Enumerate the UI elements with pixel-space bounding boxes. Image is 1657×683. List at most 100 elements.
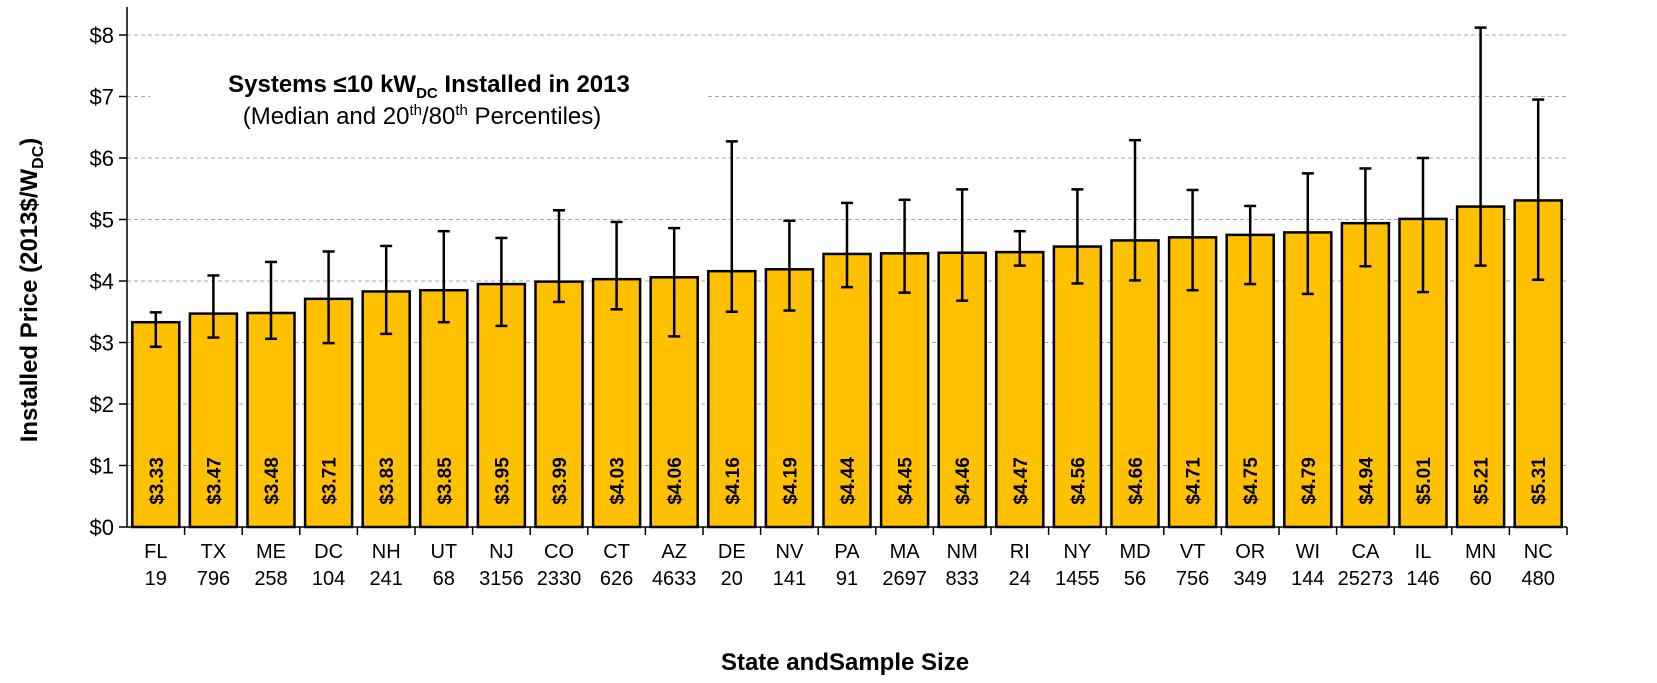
bar: [1052, 245, 1103, 529]
x-tick-label-state: MD: [1119, 541, 1150, 563]
y-tick-label: $0: [90, 515, 114, 540]
y-tick-label: $4: [90, 269, 114, 294]
x-tick-label-state: CO: [544, 541, 574, 563]
x-tick-label-sample-size: 2697: [882, 568, 927, 590]
x-tick-label-sample-size: 241: [370, 568, 403, 590]
y-axis-title-main: Installed Price (2013$/W: [16, 168, 43, 442]
x-tick-label-state: UT: [430, 541, 457, 563]
chart-subtitle-sup2: th: [455, 102, 468, 119]
chart-subtitle-post: Percentiles): [468, 103, 601, 130]
y-tick-label: $3: [90, 331, 114, 356]
x-tick-label-sample-size: 833: [946, 568, 979, 590]
x-tick-label-state: PA: [834, 541, 860, 563]
bar-value-label: $4.03: [608, 457, 629, 505]
x-tick-label-sample-size: 68: [433, 568, 455, 590]
y-tick-label: $2: [90, 392, 114, 417]
bar-value-label: $5.21: [1472, 457, 1493, 505]
x-tick-label-state: FL: [144, 541, 167, 563]
x-tick-label-sample-size: 104: [312, 568, 345, 590]
bar-value-label: $4.44: [838, 457, 859, 505]
x-tick-label-state: MA: [890, 541, 921, 563]
x-tick-label-sample-size: 480: [1522, 568, 1555, 590]
x-tick-label-state: AZ: [661, 541, 687, 563]
y-axis-title-subscript: DC: [30, 145, 47, 169]
x-tick-label-state: TX: [201, 541, 227, 563]
y-axis-title-close: ): [16, 138, 43, 146]
bar: [879, 252, 930, 529]
bar-value-label: $4.47: [1011, 457, 1032, 505]
bar-value-label: $5.01: [1414, 457, 1435, 505]
bar: [419, 288, 469, 529]
bar-value-label: $4.19: [780, 457, 801, 505]
x-tick-label-sample-size: 25273: [1338, 568, 1394, 590]
bar-value-label: $3.99: [550, 457, 571, 505]
x-tick-label-sample-size: 796: [197, 568, 230, 590]
x-tick-label-state: MN: [1465, 541, 1496, 563]
x-tick-labels: FL 19 TX 796 ME 258 DC 104 NH 241 UT 68 NJ 3156 CO 2330…: [144, 541, 1555, 590]
x-tick-label-sample-size: 349: [1234, 568, 1267, 590]
x-tick-label-sample-size: 3156: [479, 568, 524, 590]
x-tick-label-sample-size: 756: [1176, 568, 1209, 590]
x-tick-label-state: CA: [1352, 541, 1380, 563]
x-tick-label-sample-size: 146: [1406, 568, 1439, 590]
x-tick-label-state: DE: [718, 541, 746, 563]
bar-value-label: $3.71: [320, 457, 341, 505]
bar-value-label: $4.66: [1126, 457, 1147, 505]
chart-title-main: Systems ≤10 kW: [228, 71, 416, 98]
y-tick-label: $6: [90, 146, 114, 171]
bar-value-label: $4.79: [1299, 457, 1320, 505]
bar: [764, 268, 815, 529]
y-tick-label: $7: [90, 85, 114, 110]
bar: [591, 277, 642, 529]
y-tick-label: $5: [90, 208, 114, 233]
bar-value-label: $3.95: [492, 457, 513, 505]
x-tick-label-sample-size: 144: [1291, 568, 1324, 590]
chart-subtitle-pre: (Median and 20: [243, 103, 410, 130]
x-tick-label-sample-size: 626: [600, 568, 633, 590]
bar-value-label: $4.71: [1184, 457, 1205, 505]
chart-subtitle-sup1: th: [409, 102, 422, 119]
x-tick-label-sample-size: 20: [721, 568, 743, 590]
x-tick-label-sample-size: 258: [254, 568, 287, 590]
bar-value-label: $3.48: [262, 457, 283, 505]
bar: [131, 320, 181, 529]
bars: [131, 199, 1563, 529]
bar: [534, 280, 584, 529]
error-bars: $3.33 $3.47 $3.48 $3.71 $3.83 $3.85 $3.95 $3.99…: [147, 26, 1550, 505]
x-tick-label-sample-size: 60: [1469, 568, 1491, 590]
x-tick-label-state: WI: [1296, 541, 1320, 563]
x-tick-label-sample-size: 4633: [652, 568, 697, 590]
bar-value-label: $3.85: [435, 457, 456, 505]
bar-value-label: $3.83: [377, 457, 398, 505]
bar: [361, 290, 411, 529]
chart-title: Systems ≤10 kWDC Installed in 2013: [228, 71, 630, 102]
x-tick-label-state: CT: [603, 541, 630, 563]
x-tick-label-state: DC: [314, 541, 343, 563]
x-tick-label-state: NV: [776, 541, 804, 563]
y-tick-labels: $0 $1 $2 $3 $4 $5 $6 $7 $8: [90, 23, 114, 540]
y-tick-label: $1: [90, 454, 114, 479]
x-tick-label-state: NC: [1524, 541, 1553, 563]
bar-value-label: $3.33: [147, 457, 168, 505]
x-tick-label-state: NJ: [489, 541, 513, 563]
x-tick-label-state: ME: [256, 541, 286, 563]
x-tick-label-sample-size: 91: [836, 568, 858, 590]
annotation-background: [150, 62, 705, 134]
x-tick-label-sample-size: 56: [1124, 568, 1146, 590]
bar-value-label: $4.16: [723, 457, 744, 505]
bar-value-label: $4.06: [665, 457, 686, 505]
bar: [1110, 239, 1160, 529]
x-tick-label-sample-size: 1455: [1055, 568, 1100, 590]
bar-value-label: $4.56: [1068, 457, 1089, 505]
x-tick-label-state: NY: [1064, 541, 1092, 563]
axes: [119, 7, 1568, 535]
x-tick-label-state: OR: [1235, 541, 1265, 563]
bar-value-label: $4.45: [896, 457, 917, 505]
x-tick-label-state: RI: [1010, 541, 1030, 563]
x-tick-label-state: NM: [947, 541, 978, 563]
x-tick-label-state: VT: [1180, 541, 1206, 563]
y-axis-title: Installed Price (2013$/WDC): [16, 138, 47, 443]
chart-subtitle: (Median and 20th/80th Percentiles): [243, 102, 602, 130]
x-tick-label-sample-size: 141: [773, 568, 806, 590]
